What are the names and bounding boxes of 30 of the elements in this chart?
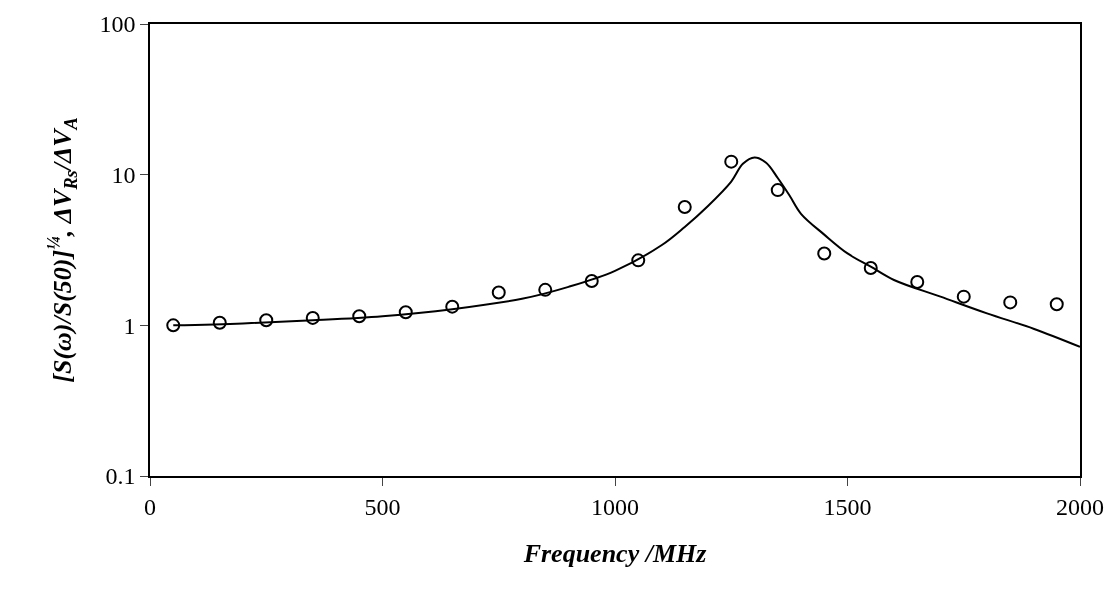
y-tick-label: 0.1 xyxy=(105,463,136,490)
point xyxy=(352,309,367,324)
y-tick-label: 10 xyxy=(111,162,136,189)
point xyxy=(1049,297,1064,312)
point xyxy=(584,273,599,288)
point xyxy=(212,315,227,330)
x-tick-label: 0 xyxy=(144,493,156,520)
point xyxy=(166,318,181,333)
point xyxy=(817,246,832,261)
point xyxy=(538,282,553,297)
point xyxy=(910,274,925,289)
point xyxy=(1003,295,1018,310)
x-tick-label: 500 xyxy=(364,493,401,520)
point xyxy=(445,299,460,314)
point xyxy=(259,313,274,328)
x-tick-label: 1500 xyxy=(823,493,872,520)
x-tick-label: 1000 xyxy=(591,493,639,520)
point xyxy=(631,253,646,268)
point xyxy=(724,154,739,169)
point xyxy=(956,289,971,304)
point xyxy=(677,200,692,214)
point xyxy=(770,183,785,198)
point xyxy=(863,261,878,276)
y-tick-label: 100 xyxy=(99,11,136,38)
x-tick-label: 2000 xyxy=(1056,493,1104,520)
point xyxy=(305,310,320,325)
point xyxy=(398,305,413,320)
x-axis-title: Frequency /MHz xyxy=(522,538,708,568)
y-tick-label: 1 xyxy=(123,312,136,339)
point xyxy=(491,285,506,300)
